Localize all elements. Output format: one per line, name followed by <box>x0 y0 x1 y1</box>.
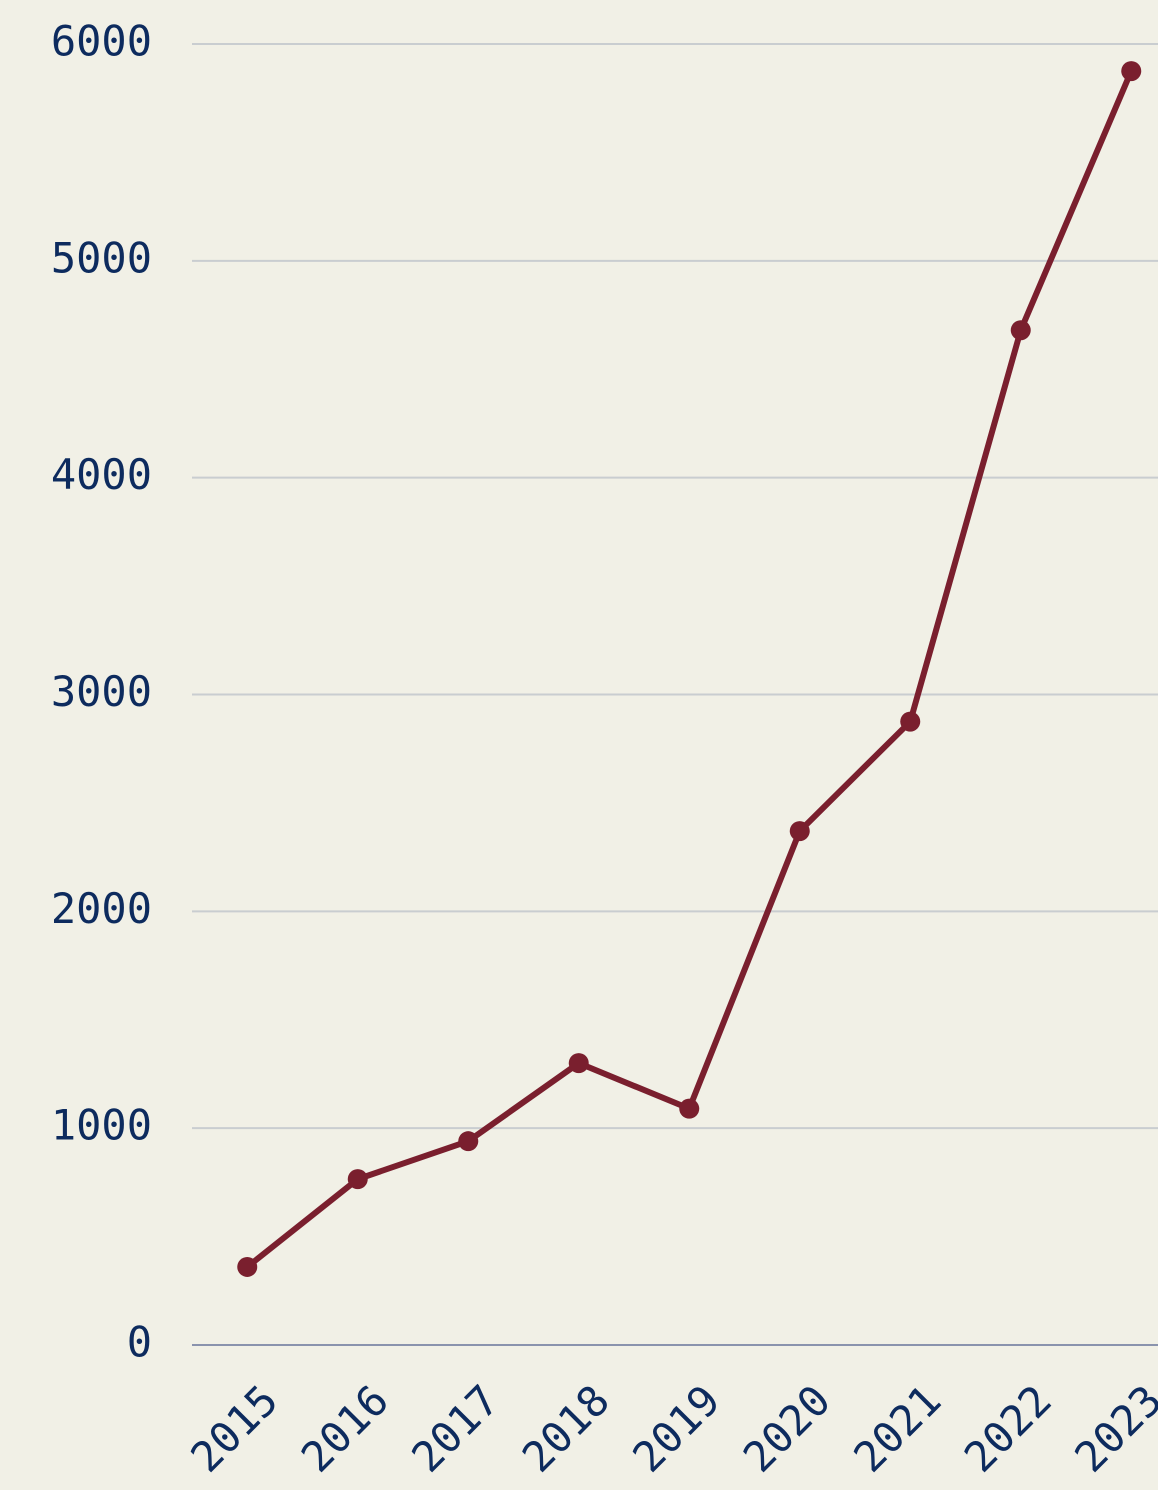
x-tick-label: 2017 <box>402 1376 508 1482</box>
y-tick-label: 4000 <box>51 450 152 499</box>
y-tick-label: 3000 <box>51 667 152 716</box>
point <box>458 1131 479 1152</box>
point <box>1121 61 1142 82</box>
x-tick-label: 2016 <box>292 1376 398 1482</box>
y-tick-label: 0 <box>127 1318 152 1367</box>
x-tick-label: 2019 <box>623 1376 729 1482</box>
point <box>900 711 921 732</box>
line <box>245 69 1135 1270</box>
y-tick-label: 1000 <box>51 1101 152 1150</box>
point <box>347 1169 368 1190</box>
y-tick-label: 5000 <box>51 233 152 282</box>
x-tick-label: 2023 <box>1065 1376 1158 1482</box>
x-tick-label: 2018 <box>513 1376 619 1482</box>
x-tick-label: 2015 <box>181 1376 287 1482</box>
x-tick-label: 2022 <box>955 1376 1061 1482</box>
y-tick-label: 6000 <box>51 17 152 66</box>
point <box>237 1256 258 1277</box>
point <box>789 821 810 842</box>
x-tick-label: 2021 <box>844 1376 950 1482</box>
point <box>568 1053 589 1074</box>
point <box>1010 320 1031 341</box>
y-tick-label: 2000 <box>51 884 152 933</box>
point <box>679 1098 700 1119</box>
x-tick-label: 2020 <box>734 1376 840 1482</box>
